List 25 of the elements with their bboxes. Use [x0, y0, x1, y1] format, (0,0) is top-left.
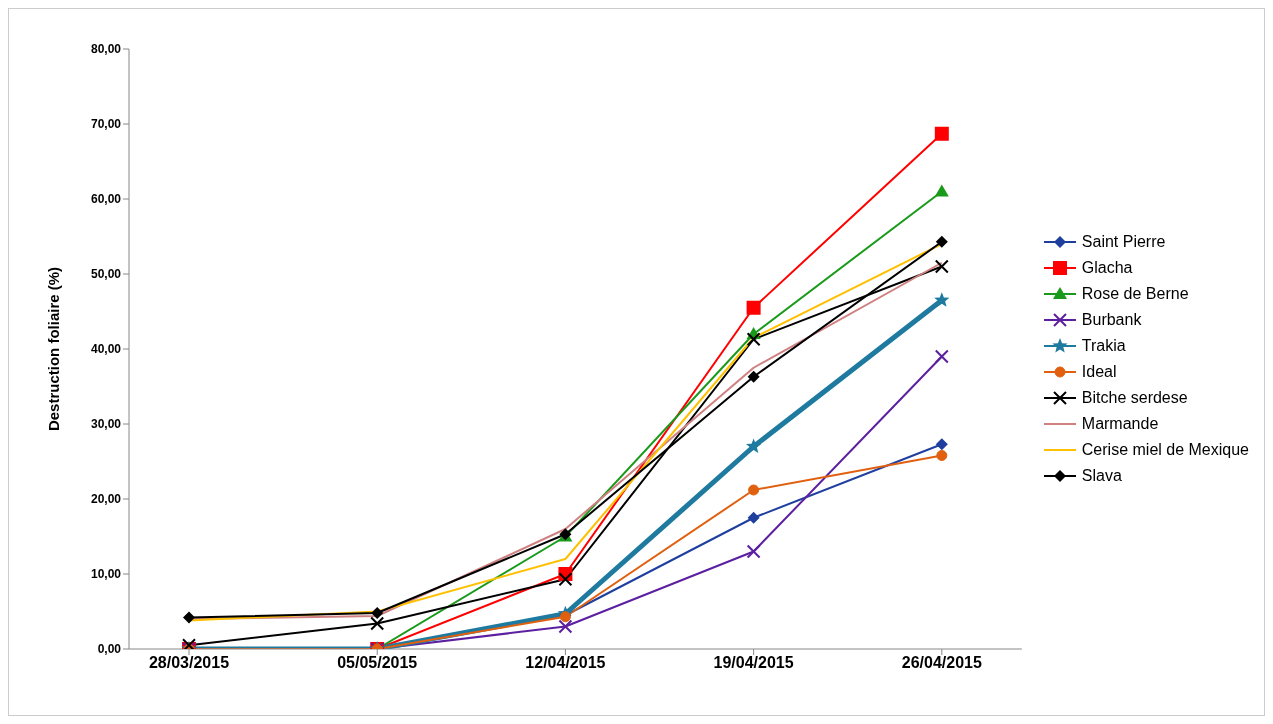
- y-tick-label: 80,00: [90, 42, 122, 57]
- y-tick-label: 50,00: [90, 267, 122, 282]
- x-tick-label: 12/04/2015: [525, 654, 606, 672]
- legend-label: Burbank: [1081, 310, 1142, 330]
- y-tick-label: 60,00: [90, 192, 122, 207]
- y-tick-label: 20,00: [90, 492, 122, 507]
- y-tick-label: 40,00: [90, 342, 122, 357]
- y-tick-label: 10,00: [90, 567, 122, 582]
- y-axis-title: Destruction foliaire (%): [45, 266, 63, 432]
- x-tick-label: 19/04/2015: [713, 654, 794, 672]
- legend-label: Marmande: [1081, 414, 1159, 434]
- legend-label: Slava: [1081, 466, 1122, 486]
- legend-label: Cerise miel de Mexique: [1081, 440, 1249, 460]
- legend-label: Ideal: [1081, 362, 1117, 382]
- x-tick-label: 28/03/2015: [148, 654, 230, 672]
- legend-label: Saint Pierre: [1081, 232, 1166, 252]
- y-tick-label: 70,00: [90, 117, 122, 132]
- y-tick-label: 30,00: [90, 417, 122, 432]
- legend-label: Glacha: [1081, 258, 1133, 278]
- legend-label: Trakia: [1081, 336, 1126, 356]
- legend-label: Rose de Berne: [1081, 284, 1189, 304]
- x-tick-label: 05/05/2015: [337, 654, 418, 672]
- y-tick-label: 0,00: [97, 642, 122, 657]
- x-tick-label: 26/04/2015: [901, 654, 982, 672]
- legend-label: Bitche serdese: [1081, 388, 1188, 408]
